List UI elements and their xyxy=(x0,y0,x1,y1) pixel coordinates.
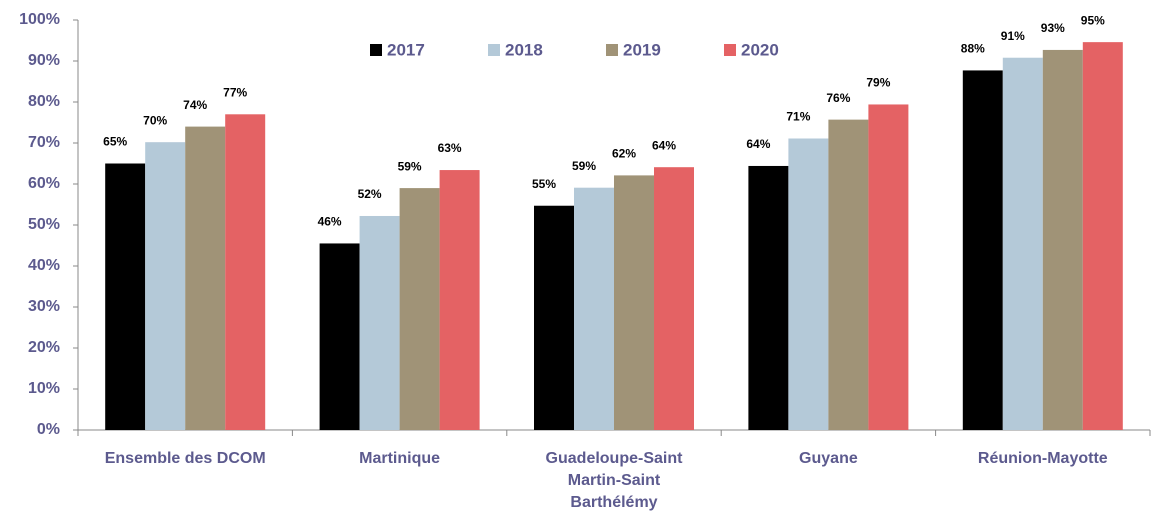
y-tick-label: 10% xyxy=(28,380,60,397)
bar xyxy=(1042,49,1083,431)
value-label: 65% xyxy=(103,135,127,149)
legend-label: 2017 xyxy=(387,40,425,59)
y-tick-label: 0% xyxy=(37,421,60,438)
value-label: 55% xyxy=(532,177,556,191)
value-label: 46% xyxy=(318,215,342,229)
value-label: 63% xyxy=(438,141,462,155)
bar xyxy=(962,70,1003,431)
value-label: 77% xyxy=(223,85,247,99)
bar xyxy=(788,138,829,431)
value-label: 59% xyxy=(572,159,596,173)
bar xyxy=(654,167,694,430)
bar xyxy=(1082,42,1123,430)
legend-swatch xyxy=(370,44,382,56)
legend-label: 2019 xyxy=(623,40,661,59)
value-label: 64% xyxy=(746,137,770,151)
x-tick-label: Guadeloupe-Saint Martin-Saint Barthélémy xyxy=(545,450,683,511)
y-tick-label: 90% xyxy=(28,52,60,69)
bar xyxy=(399,188,440,430)
value-label: 70% xyxy=(143,113,167,127)
y-tick-label: 40% xyxy=(28,257,60,274)
value-label: 88% xyxy=(961,42,985,56)
legend-swatch xyxy=(488,44,500,56)
value-label: 52% xyxy=(358,187,382,201)
y-tick-label: 30% xyxy=(28,298,60,315)
y-tick-label: 70% xyxy=(28,134,60,151)
bar xyxy=(614,175,654,430)
value-label: 62% xyxy=(612,147,636,161)
y-tick-label: 100% xyxy=(19,11,60,28)
value-label: 93% xyxy=(1041,21,1065,35)
value-label: 59% xyxy=(398,159,422,173)
y-tick-label: 80% xyxy=(28,93,60,110)
bar xyxy=(534,205,574,430)
legend-label: 2020 xyxy=(741,40,779,59)
y-tick-label: 20% xyxy=(28,339,60,356)
value-label: 71% xyxy=(786,110,810,124)
y-tick-label: 50% xyxy=(28,216,60,233)
value-label: 91% xyxy=(1001,29,1025,43)
bar xyxy=(359,215,400,430)
bar xyxy=(145,142,186,430)
x-tick-label: Réunion-Mayotte xyxy=(977,450,1108,467)
y-tick-label: 60% xyxy=(28,175,60,192)
x-tick-label: Guyane xyxy=(799,450,858,467)
bar xyxy=(748,165,789,430)
value-label: 64% xyxy=(652,138,676,152)
value-label: 76% xyxy=(826,91,850,105)
legend-label: 2018 xyxy=(505,40,543,59)
bar xyxy=(574,187,614,430)
bar xyxy=(105,163,146,430)
x-tick-label: Martinique xyxy=(359,450,441,467)
bar xyxy=(225,114,266,431)
value-label: 95% xyxy=(1081,13,1105,27)
x-tick-label: Ensemble des DCOM xyxy=(104,450,266,467)
value-label: 79% xyxy=(866,76,890,90)
value-label: 74% xyxy=(183,98,207,112)
legend-swatch xyxy=(606,44,618,56)
bar xyxy=(868,104,909,431)
bar xyxy=(319,243,360,430)
bar xyxy=(1002,57,1043,430)
bar xyxy=(185,126,226,430)
bar xyxy=(439,170,480,430)
legend-swatch xyxy=(724,44,736,56)
bar xyxy=(828,119,869,430)
